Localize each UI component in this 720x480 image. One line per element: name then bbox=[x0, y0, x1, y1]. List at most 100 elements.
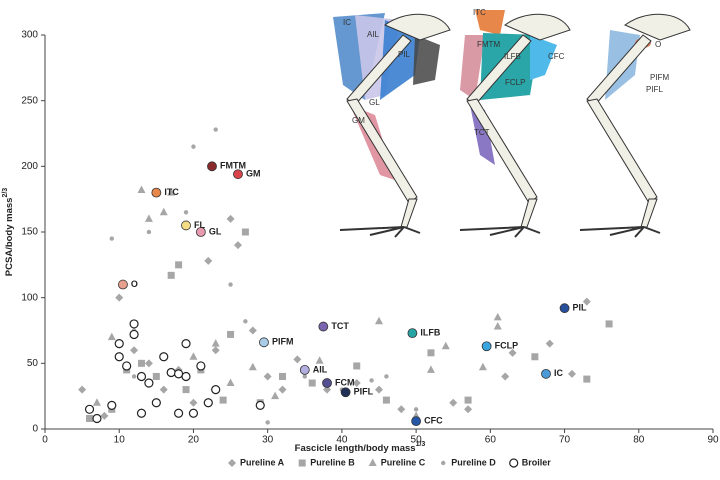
point bbox=[78, 385, 87, 394]
point bbox=[255, 400, 265, 410]
point bbox=[248, 326, 257, 335]
x-tick-label: 60 bbox=[485, 435, 497, 446]
point bbox=[114, 339, 124, 349]
illustration-label: FMTM bbox=[477, 40, 500, 49]
point bbox=[384, 374, 389, 379]
point bbox=[86, 414, 94, 422]
point bbox=[545, 339, 554, 348]
point-label: PIFL bbox=[354, 387, 374, 397]
point bbox=[508, 348, 517, 357]
point bbox=[278, 385, 287, 394]
highlighted-point bbox=[481, 341, 492, 352]
point bbox=[211, 339, 220, 347]
y-tick-label: 50 bbox=[27, 358, 39, 369]
point bbox=[228, 282, 233, 287]
legend-label: Pureline A bbox=[240, 457, 285, 467]
y-axis-label: PCSA/body mass2/3 bbox=[2, 188, 15, 277]
x-tick-label: 80 bbox=[633, 435, 645, 446]
illustration-label: TCT bbox=[474, 128, 490, 137]
illustration-label: FCLP bbox=[505, 78, 525, 87]
point bbox=[181, 339, 191, 349]
x-tick-label: 30 bbox=[262, 435, 274, 446]
point bbox=[302, 374, 307, 379]
point bbox=[293, 355, 302, 364]
point bbox=[449, 398, 458, 407]
point bbox=[203, 398, 213, 408]
point bbox=[271, 391, 280, 400]
highlighted-point bbox=[259, 337, 269, 348]
point bbox=[189, 398, 198, 407]
point bbox=[92, 398, 101, 406]
point bbox=[413, 407, 419, 412]
point bbox=[211, 385, 221, 395]
point bbox=[226, 378, 235, 387]
point bbox=[166, 367, 176, 378]
legend-label: Broiler bbox=[522, 457, 552, 467]
illustration-3 bbox=[579, 13, 691, 239]
point-label: TCT bbox=[331, 321, 349, 331]
point bbox=[493, 312, 502, 321]
highlighted-point bbox=[318, 321, 329, 332]
point bbox=[382, 396, 390, 404]
illustration-label: ITC bbox=[473, 8, 486, 17]
point bbox=[146, 229, 152, 235]
highlighted-point bbox=[195, 227, 206, 237]
point bbox=[213, 127, 218, 132]
highlighted-point bbox=[207, 161, 217, 172]
point bbox=[182, 386, 190, 394]
illustration-2 bbox=[459, 10, 571, 239]
point-label: FL bbox=[194, 220, 205, 230]
point bbox=[263, 372, 272, 381]
point bbox=[191, 144, 196, 149]
point bbox=[174, 369, 184, 379]
y-tick-label: 0 bbox=[32, 424, 38, 435]
point bbox=[137, 359, 145, 367]
x-tick-label: 90 bbox=[707, 435, 719, 446]
point bbox=[84, 404, 95, 414]
point bbox=[397, 405, 406, 414]
x-tick-label: 50 bbox=[411, 435, 423, 446]
point bbox=[241, 228, 249, 236]
point-label: PIFM bbox=[272, 337, 294, 347]
illustration-1 bbox=[333, 13, 451, 239]
point bbox=[189, 352, 198, 360]
point bbox=[582, 297, 591, 306]
legend-label: Pureline C bbox=[381, 457, 426, 467]
point bbox=[144, 359, 153, 368]
y-tick-label: 100 bbox=[21, 292, 38, 303]
highlighted-point bbox=[299, 364, 310, 375]
point bbox=[136, 408, 147, 418]
y-tick-label: 200 bbox=[21, 161, 38, 172]
x-tick-label: 70 bbox=[559, 435, 571, 446]
point bbox=[109, 236, 115, 241]
point bbox=[219, 396, 227, 404]
point bbox=[159, 207, 168, 216]
point-label: ITC bbox=[164, 187, 179, 197]
highlighted-point bbox=[559, 303, 570, 314]
point bbox=[375, 385, 383, 394]
point-label: FCM bbox=[335, 377, 355, 387]
point bbox=[92, 413, 102, 424]
legend-marker bbox=[441, 460, 446, 466]
point bbox=[226, 214, 235, 223]
point bbox=[279, 372, 287, 380]
point bbox=[181, 371, 191, 382]
point bbox=[196, 361, 206, 371]
point bbox=[583, 375, 591, 383]
point bbox=[265, 420, 270, 425]
point bbox=[114, 352, 124, 362]
point bbox=[144, 214, 153, 222]
point bbox=[204, 256, 213, 265]
illustration-label: ILFB bbox=[504, 52, 521, 61]
legend-marker bbox=[368, 458, 377, 466]
point bbox=[107, 332, 116, 341]
illustration-label: PIFL bbox=[646, 85, 663, 94]
highlighted-point bbox=[340, 387, 351, 398]
illustration-label: AIL bbox=[367, 30, 380, 39]
point-label: AIL bbox=[313, 364, 328, 374]
highlighted-point bbox=[151, 187, 162, 198]
point bbox=[183, 210, 189, 215]
point bbox=[369, 378, 374, 383]
illustration-label: GM bbox=[352, 116, 365, 125]
